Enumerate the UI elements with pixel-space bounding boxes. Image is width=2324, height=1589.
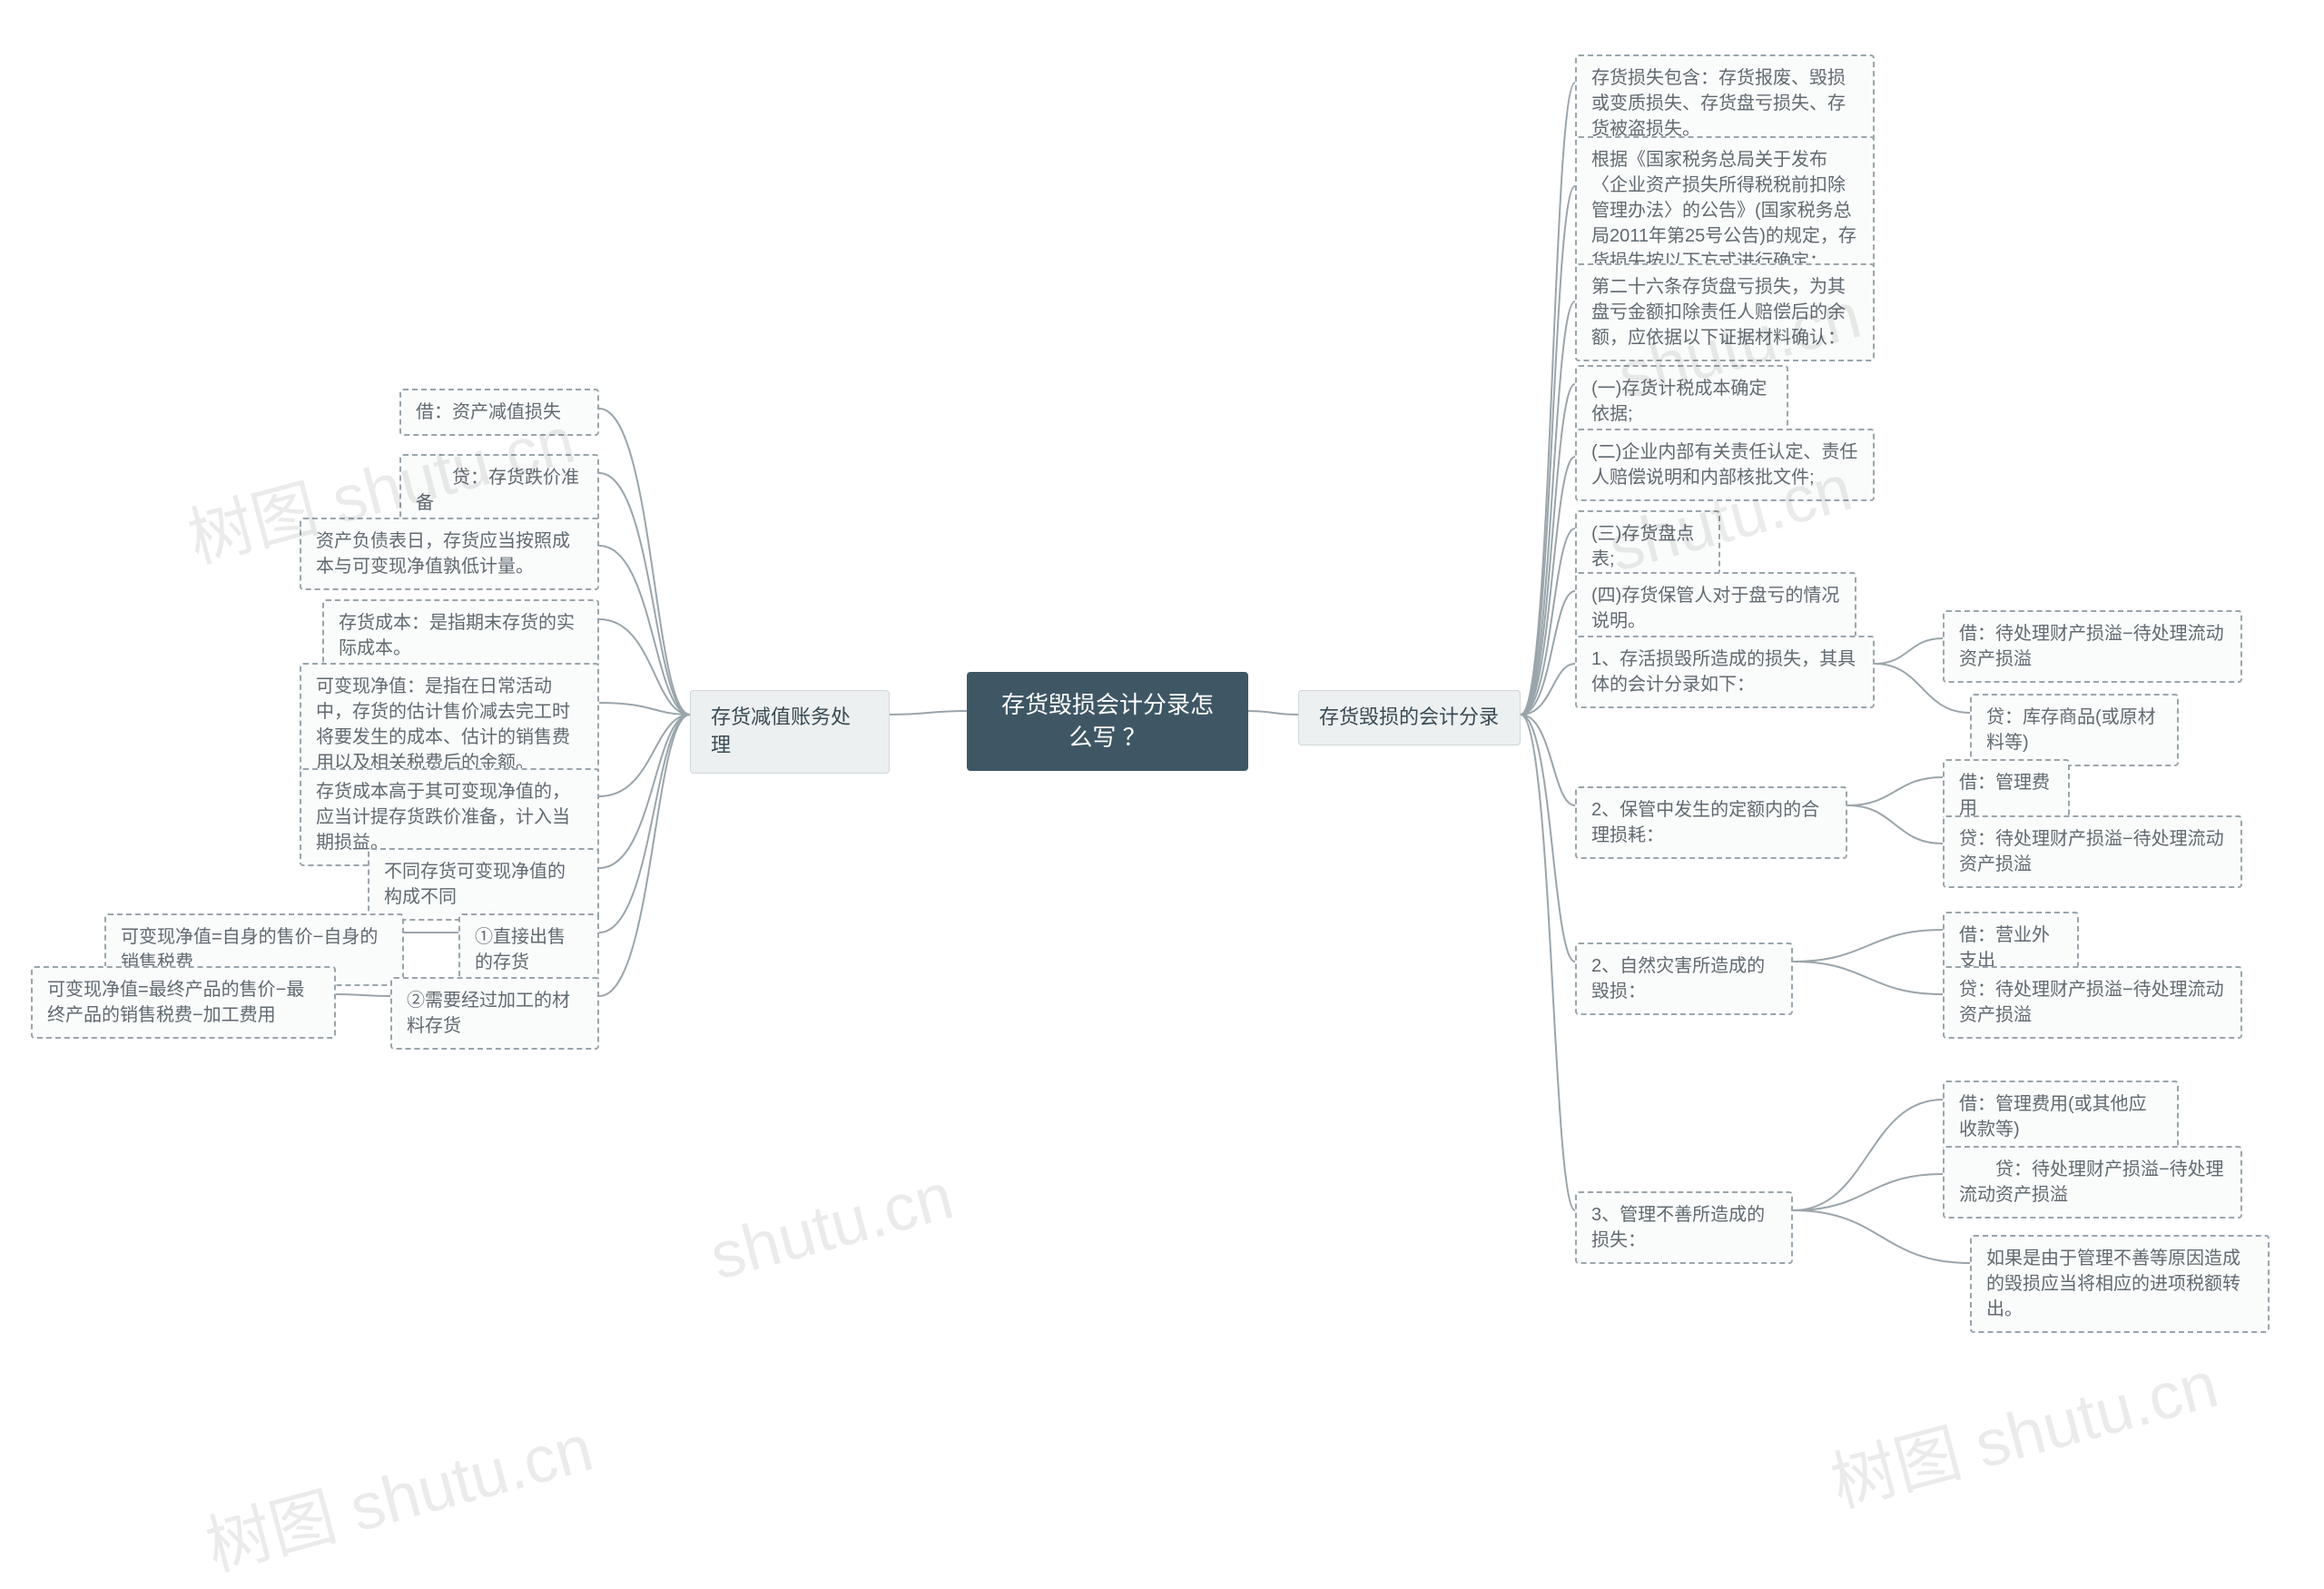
leaf-l1: 借：资产减值损失 — [399, 389, 599, 436]
leaf-l8: ①直接出售的存货 — [458, 913, 599, 986]
leaf-r7: (四)存货保管人对于盘亏的情况说明。 — [1575, 572, 1856, 645]
watermark: 树图 shutu.cn — [1819, 1330, 2227, 1525]
leaf-l4: 存货成本：是指期末存货的实际成本。 — [322, 599, 599, 672]
leaf-r9: 2、保管中发生的定额内的合理损耗： — [1575, 786, 1847, 859]
leaf-r8a: 借：待处理财产损溢−待处理流动资产损溢 — [1943, 610, 2242, 683]
leaf-r11: 3、管理不善所造成的损失： — [1575, 1191, 1793, 1264]
watermark: shutu.cn — [703, 1159, 960, 1295]
leaf-r8b: 贷：库存商品(或原材料等) — [1970, 694, 2179, 766]
mindmap-canvas: 存货毁损会计分录怎么写 ？ 存货减值账务处理 存货毁损的会计分录 借：资产减值损失 贷… — [0, 0, 2324, 1519]
leaf-l9c: 可变现净值=最终产品的售价−最终产品的销售税费−加工费用 — [31, 966, 336, 1039]
leaf-r11c: 如果是由于管理不善等原因造成的毁损应当将相应的进项税额转出。 — [1970, 1235, 2270, 1333]
branch-b_right: 存货毁损的会计分录 — [1298, 690, 1521, 745]
leaf-l3: 资产负债表日，存货应当按照成本与可变现净值孰低计量。 — [300, 518, 599, 590]
leaf-r11b: 贷：待处理财产损溢−待处理流动资产损溢 — [1943, 1146, 2242, 1219]
branch-b_left: 存货减值账务处理 — [690, 690, 890, 774]
leaf-r4: (一)存货计税成本确定依据; — [1575, 365, 1788, 438]
leaf-r11a: 借：管理费用(或其他应收款等) — [1943, 1081, 2179, 1153]
leaf-l9: ②需要经过加工的材料存货 — [390, 977, 599, 1050]
leaf-l7: 不同存货可变现净值的构成不同 — [368, 848, 599, 921]
leaf-r9b: 贷：待处理财产损溢−待处理流动资产损溢 — [1943, 815, 2242, 888]
leaf-r10: 2、自然灾害所造成的毁损： — [1575, 943, 1793, 1015]
leaf-r3: 第二十六条存货盘亏损失，为其盘亏金额扣除责任人赔偿后的余额，应依据以下证据材料确… — [1575, 263, 1875, 361]
root-node: 存货毁损会计分录怎么写 ？ — [967, 672, 1248, 771]
leaf-r8: 1、存活损毁所造成的损失，其具体的会计分录如下： — [1575, 636, 1875, 708]
leaf-r5: (二)企业内部有关责任认定、责任人赔偿说明和内部核批文件; — [1575, 429, 1875, 501]
leaf-r10b: 贷：待处理财产损溢−待处理流动资产损溢 — [1943, 966, 2242, 1039]
leaf-l2: 贷：存货跌价准备 — [399, 454, 599, 527]
watermark: 树图 shutu.cn — [194, 1394, 602, 1588]
